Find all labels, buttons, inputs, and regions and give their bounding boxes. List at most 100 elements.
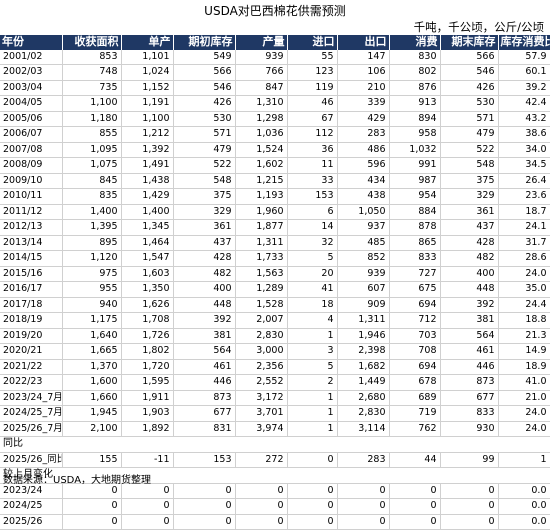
table-cell: 1,960 [235,204,288,220]
table-cell: 1,429 [121,188,174,205]
table-cell: 375 [173,188,236,205]
table-cell: 99 [440,452,499,468]
table-cell: 1,946 [337,328,390,344]
table-cell: 2,100 [62,421,122,437]
table-cell: 1,345 [121,219,174,236]
table-cell: 1,524 [235,142,288,158]
table-cell: 0.0 [498,514,550,530]
table-row: 2015/16 975 1,603 482 1,563 20 939 727 400 24.0 [0,266,550,282]
table-cell: 0 [287,514,338,530]
table-cell: 446 [440,359,499,375]
table-cell: 1,395 [62,219,122,236]
table-cell: 485 [337,235,390,251]
table-row: 2007/08 1,095 1,392 479 1,524 36 486 1,032 522 34… [0,142,550,158]
table-cell: 2,356 [235,359,288,375]
table-cell: 0 [287,452,338,468]
table-cell: 1,095 [62,142,122,158]
table-row: 2024/25_7月 1,945 1,903 677 3,701 1 2,830 719 833… [0,405,550,422]
table-cell: 522 [440,142,499,158]
table-cell: 1,602 [235,157,288,174]
table-cell: 448 [173,297,236,313]
table-cell: 0 [173,498,236,515]
table-cell: 426 [173,95,236,112]
table-cell: 3,701 [235,405,288,422]
row-label: 2007/08 [0,142,63,158]
row-label: 2010/11 [0,188,63,205]
table-cell: 833 [440,405,499,422]
table-cell: 1,733 [235,250,288,267]
table-cell: 987 [389,173,441,189]
table-cell: 381 [173,328,236,344]
row-label: 2003/04 [0,80,63,96]
row-label: 2006/07 [0,126,63,143]
table-cell: 0.0 [498,498,550,515]
table-cell: 0 [235,514,288,530]
table-cell: 830 [389,49,441,65]
table-cell: 41 [287,281,338,298]
table-cell: 1,491 [121,157,174,174]
table-cell: 3,974 [235,421,288,437]
section-label: 较上月变化 [0,467,550,484]
source-note: 数据来源：USDA，大地期货整理 [3,475,152,486]
table-row: 2013/14 895 1,464 437 1,311 32 485 865 428 31.7 [0,235,550,251]
table-cell: 38.6 [498,126,550,143]
table-cell: 873 [440,374,499,391]
row-label: 2012/13 [0,219,63,236]
row-label: 2008/09 [0,157,63,174]
table-cell: 1,050 [337,204,390,220]
table-cell: 0 [440,498,499,515]
table-cell: 1,911 [121,390,174,406]
table-row: 2004/05 1,100 1,191 426 1,310 46 339 913 530 42.4 [0,95,550,112]
table-cell: 1,400 [62,204,122,220]
table-cell: 937 [337,219,390,236]
table-cell: 479 [173,142,236,158]
table-cell: 607 [337,281,390,298]
table-cell: 833 [389,250,441,267]
table-cell: 392 [440,297,499,313]
table-row: 2010/11 835 1,429 375 1,193 153 438 954 329 23.6 [0,188,550,205]
row-label: 2022/23 [0,374,63,391]
table-cell: 24.1 [498,219,550,236]
page-title: USDA对巴西棉花供需预测 [204,4,346,18]
table-cell: 1,547 [121,250,174,267]
table-cell: 0 [173,514,236,530]
table-cell: 1,682 [337,359,390,375]
table-cell: 1,720 [121,359,174,375]
table-cell: 727 [389,266,441,282]
table-row: 2011/12 1,400 1,400 329 1,960 6 1,050 884 361 18.… [0,204,550,220]
table-cell: 329 [440,188,499,205]
table-cell: 0 [121,498,174,515]
table-cell: 1,665 [62,343,122,360]
table-cell: 1,370 [62,359,122,375]
table-cell: 1,528 [235,297,288,313]
table-cell: 1,311 [337,312,390,329]
table-cell: 112 [287,126,338,143]
table-cell: 1,215 [235,173,288,189]
table-row: 2005/06 1,180 1,100 530 1,298 67 429 894 571 43.2 [0,111,550,127]
table-cell: 21.3 [498,328,550,344]
table-cell: 429 [337,111,390,127]
table-cell: 855 [62,126,122,143]
row-label: 2024/25_7月 [0,405,63,422]
table-cell: 361 [440,204,499,220]
table-cell: 479 [440,126,499,143]
table-cell: 67 [287,111,338,127]
table-cell: 428 [173,250,236,267]
table-cell: 1,400 [121,204,174,220]
table-cell: 1,708 [121,312,174,329]
table-cell: 3,114 [337,421,390,437]
table-cell: 1,032 [389,142,441,158]
table-cell: 486 [337,142,390,158]
row-label: 2017/18 [0,297,63,313]
table-cell: 381 [440,312,499,329]
table-cell: 106 [337,64,390,81]
table-cell: 272 [235,452,288,468]
table-row: 2020/21 1,665 1,802 564 3,000 3 2,398 708 461 14.… [0,343,550,360]
table-cell: 375 [440,173,499,189]
table-cell: 1,191 [121,95,174,112]
table-cell: 2,830 [337,405,390,422]
table-cell: 3 [287,343,338,360]
table-cell: 0 [121,514,174,530]
table-cell: 43.2 [498,111,550,127]
table-cell: 1,120 [62,250,122,267]
